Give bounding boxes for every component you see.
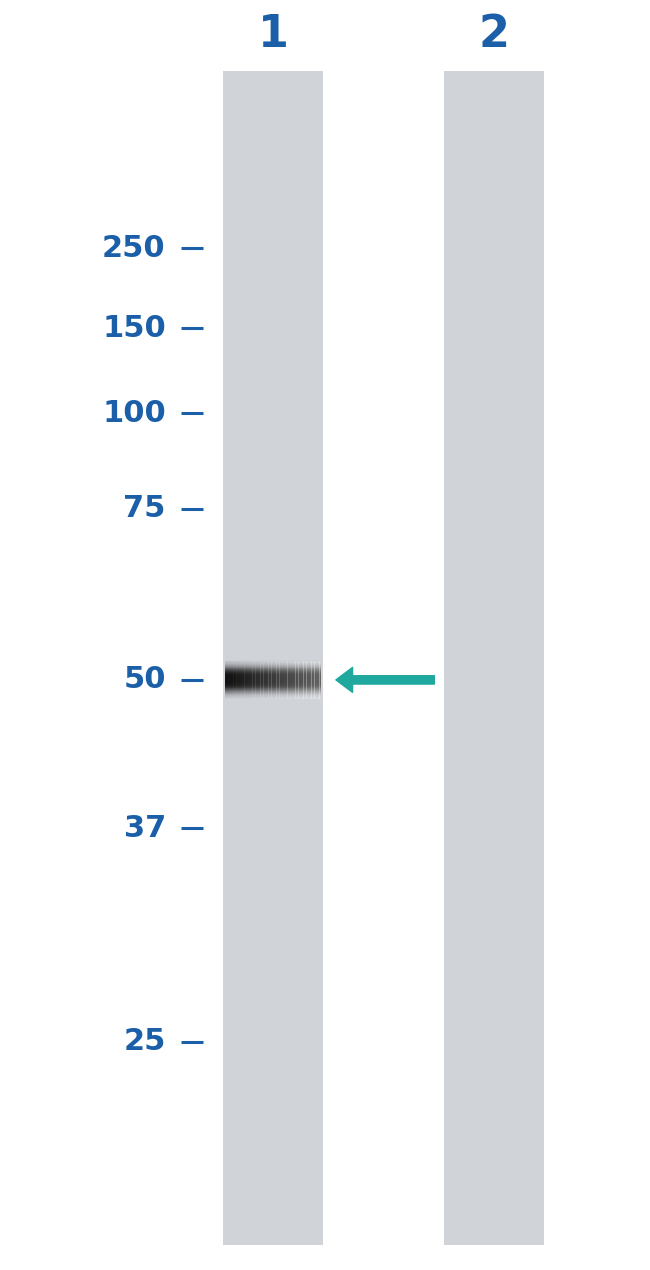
Bar xyxy=(297,660,299,698)
Bar xyxy=(251,660,253,698)
Bar xyxy=(292,660,294,698)
Bar xyxy=(259,660,261,698)
Text: 100: 100 xyxy=(102,399,166,428)
Bar xyxy=(316,660,318,698)
Bar xyxy=(278,660,280,698)
Text: 150: 150 xyxy=(102,314,166,343)
Bar xyxy=(263,660,265,698)
Bar xyxy=(319,660,321,698)
Bar xyxy=(268,660,270,698)
Bar xyxy=(443,71,545,1245)
Bar xyxy=(248,660,250,698)
Bar xyxy=(241,660,243,698)
Bar xyxy=(308,660,310,698)
Bar xyxy=(294,660,296,698)
Bar xyxy=(295,660,297,698)
Bar xyxy=(255,660,257,698)
Bar xyxy=(318,660,320,698)
Bar xyxy=(302,660,304,698)
Bar xyxy=(281,660,283,698)
Bar xyxy=(313,660,315,698)
Bar xyxy=(257,660,259,698)
Bar xyxy=(222,71,323,1245)
Bar xyxy=(225,660,227,698)
Bar xyxy=(300,660,302,698)
Text: 50: 50 xyxy=(124,665,166,695)
Bar xyxy=(252,660,254,698)
Text: 37: 37 xyxy=(124,814,166,843)
Bar xyxy=(244,660,246,698)
Bar xyxy=(286,660,288,698)
Bar xyxy=(289,660,291,698)
Bar xyxy=(235,660,237,698)
Bar xyxy=(283,660,285,698)
Bar xyxy=(246,660,248,698)
Text: 2: 2 xyxy=(478,13,510,56)
Text: 1: 1 xyxy=(257,13,289,56)
Bar xyxy=(273,660,275,698)
Bar xyxy=(237,660,239,698)
Text: 75: 75 xyxy=(124,494,166,523)
Bar xyxy=(272,660,273,698)
Bar xyxy=(309,660,311,698)
Bar xyxy=(233,660,235,698)
Bar xyxy=(230,660,232,698)
Bar xyxy=(291,660,292,698)
Bar xyxy=(240,660,242,698)
Bar xyxy=(260,660,262,698)
Bar xyxy=(238,660,240,698)
Bar xyxy=(284,660,286,698)
Text: 250: 250 xyxy=(102,234,166,263)
Bar xyxy=(265,660,267,698)
Bar xyxy=(315,660,317,698)
Bar xyxy=(304,660,306,698)
Bar xyxy=(231,660,233,698)
Bar xyxy=(249,660,251,698)
Bar xyxy=(287,660,289,698)
Bar xyxy=(270,660,272,698)
Bar xyxy=(266,660,268,698)
Bar xyxy=(311,660,313,698)
Bar xyxy=(227,660,229,698)
Bar xyxy=(228,660,230,698)
Text: 25: 25 xyxy=(124,1027,166,1057)
Bar xyxy=(276,660,278,698)
Bar xyxy=(254,660,256,698)
Bar xyxy=(242,660,244,698)
Bar xyxy=(280,660,281,698)
Bar xyxy=(274,660,276,698)
Bar xyxy=(306,660,308,698)
Bar xyxy=(298,660,300,698)
Bar xyxy=(305,660,307,698)
Bar xyxy=(262,660,264,698)
